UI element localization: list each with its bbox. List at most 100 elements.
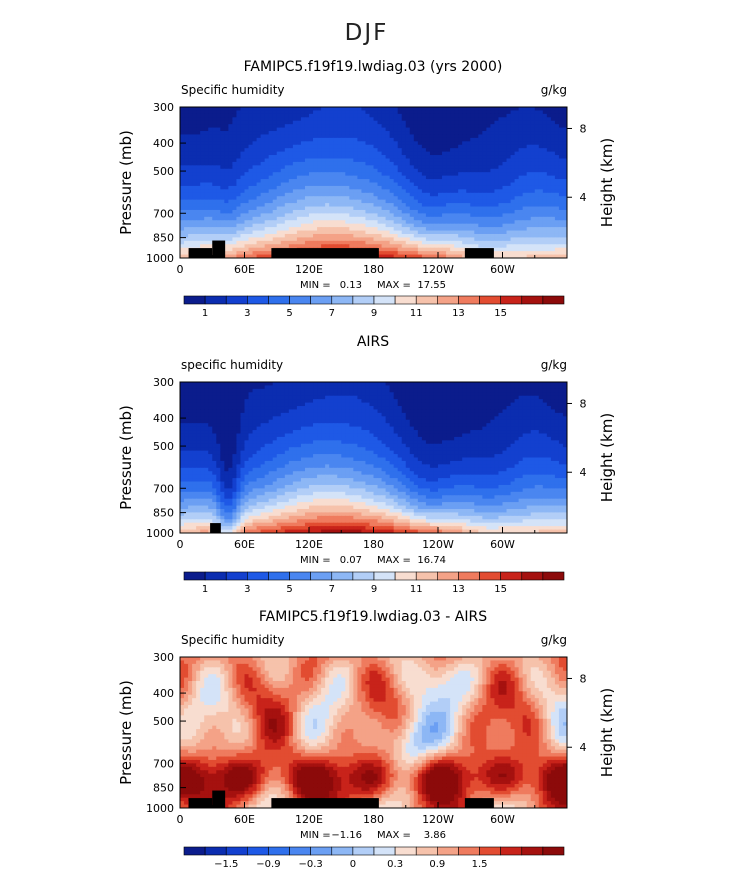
topography-block bbox=[188, 248, 213, 258]
colorbar-box bbox=[310, 846, 333, 856]
x-tick-label: 120W bbox=[422, 813, 454, 826]
y2-tick-label: 8 bbox=[580, 672, 587, 685]
colorbar-box bbox=[415, 295, 438, 305]
max-value: 16.74 bbox=[417, 555, 446, 566]
colorbar-label: 5 bbox=[286, 308, 292, 319]
colorbar-label: 9 bbox=[371, 308, 377, 319]
colorbar-box bbox=[521, 846, 544, 856]
y-tick-label: 700 bbox=[153, 482, 174, 495]
colorbar-label: 7 bbox=[329, 584, 335, 595]
colorbar-box bbox=[225, 571, 248, 581]
min-value: −1.16 bbox=[331, 830, 362, 841]
colorbar-box bbox=[310, 571, 333, 581]
x-tick-label: 60E bbox=[234, 538, 255, 551]
y-tick-label: 700 bbox=[153, 207, 174, 220]
topography-block bbox=[188, 798, 213, 808]
y2-axis-label: Height (km) bbox=[598, 688, 616, 777]
y-tick-label: 300 bbox=[153, 376, 174, 389]
colorbar-box bbox=[183, 846, 206, 856]
colorbar-box bbox=[331, 571, 354, 581]
y2-tick-label: 4 bbox=[580, 741, 587, 754]
y-axis-label: Pressure (mb) bbox=[117, 680, 135, 785]
panel-1: FAMIPC5.f19f19.lwdiag.03 (yrs 2000) Speci… bbox=[117, 59, 616, 319]
x-tick-label: 180 bbox=[363, 538, 384, 551]
colorbar-label: 9 bbox=[371, 584, 377, 595]
max-value: 17.55 bbox=[417, 280, 446, 291]
colorbar-label: 0.3 bbox=[387, 859, 403, 870]
colorbar-box bbox=[268, 846, 290, 856]
colorbar-box bbox=[437, 846, 459, 856]
colorbar-box bbox=[373, 571, 396, 581]
y-axis-label: Pressure (mb) bbox=[117, 405, 135, 510]
colorbar-box bbox=[331, 295, 354, 305]
y-tick-label: 850 bbox=[153, 232, 174, 245]
colorbar-box bbox=[394, 571, 417, 581]
y-tick-label: 500 bbox=[153, 165, 174, 178]
min-label: MIN = bbox=[300, 555, 331, 566]
colorbar-box bbox=[458, 846, 480, 856]
colorbar-box bbox=[204, 571, 227, 581]
colorbar-box bbox=[500, 295, 523, 305]
y-tick-label: 850 bbox=[153, 507, 174, 520]
y-tick-label: 500 bbox=[153, 440, 174, 453]
colorbar-box bbox=[268, 295, 290, 305]
y-tick-label: 850 bbox=[153, 782, 174, 795]
units-label: g/kg bbox=[541, 83, 567, 97]
colorbar-label: 11 bbox=[410, 584, 423, 595]
colorbar-box bbox=[204, 295, 227, 305]
y-tick-label: 400 bbox=[153, 412, 174, 425]
y-tick-label: 700 bbox=[153, 757, 174, 770]
topography-block bbox=[271, 798, 379, 808]
y-axis-label: Pressure (mb) bbox=[117, 130, 135, 235]
colorbar-box bbox=[521, 295, 544, 305]
y-tick-label: 500 bbox=[153, 715, 174, 728]
shaded-field bbox=[180, 657, 567, 808]
colorbar-label: 3 bbox=[244, 308, 250, 319]
y-tick-label: 300 bbox=[153, 651, 174, 664]
y-tick-label: 1000 bbox=[146, 527, 174, 540]
colorbar-box bbox=[183, 295, 206, 305]
colorbar-label: −0.9 bbox=[256, 859, 280, 870]
colorbar-box bbox=[415, 571, 438, 581]
colorbar-box bbox=[225, 846, 248, 856]
topography-block bbox=[464, 798, 494, 808]
x-tick-label: 180 bbox=[363, 813, 384, 826]
colorbar-box bbox=[310, 295, 333, 305]
colorbar-box bbox=[415, 846, 438, 856]
colorbar-box bbox=[521, 571, 544, 581]
y-tick-label: 300 bbox=[153, 101, 174, 114]
x-tick-label: 60W bbox=[490, 538, 515, 551]
colorbar-box bbox=[437, 295, 459, 305]
colorbar-box bbox=[458, 295, 480, 305]
colorbar-box bbox=[373, 295, 396, 305]
units-label: g/kg bbox=[541, 633, 567, 647]
colorbar-label: −0.3 bbox=[299, 859, 323, 870]
topography-block bbox=[271, 248, 379, 258]
x-tick-label: 60E bbox=[234, 813, 255, 826]
x-tick-label: 120E bbox=[295, 263, 323, 276]
colorbar-box bbox=[204, 846, 227, 856]
topography-block bbox=[212, 790, 226, 808]
max-label: MAX = bbox=[377, 280, 411, 291]
colorbar-label: 15 bbox=[494, 308, 507, 319]
x-tick-label: 120W bbox=[422, 263, 454, 276]
colorbar-label: 13 bbox=[452, 308, 465, 319]
field-label: specific humidity bbox=[181, 358, 283, 372]
colorbar-box bbox=[479, 846, 501, 856]
min-value: 0.07 bbox=[340, 555, 362, 566]
max-label: MAX = bbox=[377, 555, 411, 566]
colorbar-box bbox=[225, 295, 248, 305]
colorbar-box bbox=[289, 295, 311, 305]
colorbar-box bbox=[183, 571, 206, 581]
y2-tick-label: 4 bbox=[580, 191, 587, 204]
y2-axis-label: Height (km) bbox=[598, 138, 616, 227]
max-value: 3.86 bbox=[424, 830, 446, 841]
colorbar-box bbox=[394, 295, 417, 305]
y2-tick-label: 8 bbox=[580, 122, 587, 135]
colorbar-label: 3 bbox=[244, 584, 250, 595]
colorbar-label: −1.5 bbox=[214, 859, 238, 870]
colorbar-box bbox=[352, 571, 375, 581]
shaded-field bbox=[180, 382, 567, 533]
